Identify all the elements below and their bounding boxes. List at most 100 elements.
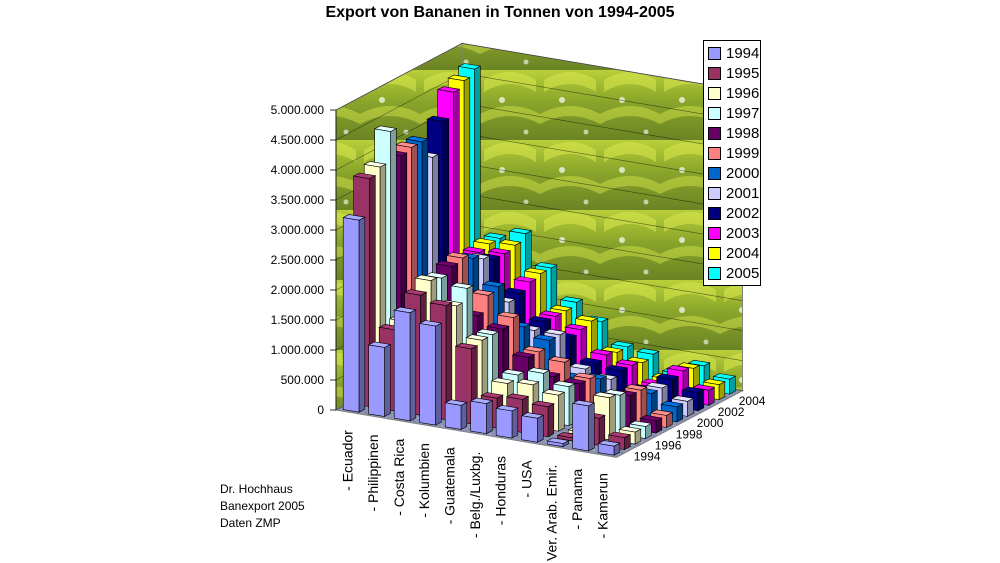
legend-label: 1995 — [726, 64, 760, 82]
bar — [393, 306, 417, 422]
bar — [597, 440, 621, 456]
credits: Dr. Hochhaus Banexport 2005 Daten ZMP — [220, 481, 305, 532]
legend-swatch — [708, 226, 721, 240]
legend: 1994 1995 1996 1997 1998 1999 2000 2001 2002 2003… — [703, 40, 761, 286]
legend-label: 1999 — [726, 144, 760, 162]
y-tick-label: 3.000.000 — [271, 223, 325, 237]
depth-tick-label: 2000 — [697, 416, 724, 430]
legend-swatch — [708, 206, 721, 220]
bar — [495, 404, 519, 439]
legend-item: 2004 — [708, 243, 760, 263]
legend-label: 1994 — [726, 44, 760, 62]
bar-side — [358, 216, 366, 413]
bar-side — [409, 309, 417, 422]
legend-label: 2002 — [726, 204, 760, 222]
bar-side — [384, 344, 391, 417]
depth-tick-label: 1994 — [634, 450, 661, 464]
category-label: - Guatemala — [442, 447, 458, 524]
legend-item: 2001 — [708, 183, 760, 203]
y-tick-label: 4.500.000 — [271, 133, 325, 147]
credit-source-title: Banexport 2005 — [220, 499, 305, 513]
y-tick-label: 4.000.000 — [271, 163, 325, 177]
legend-label: 2005 — [726, 264, 760, 282]
y-tick-label: 500.000 — [281, 373, 325, 387]
credit-author: Dr. Hochhaus — [220, 482, 293, 496]
credit-data-source: Daten ZMP — [220, 516, 281, 530]
category-label: - Ecuador — [340, 430, 356, 491]
category-label: - Costa Rica — [391, 439, 407, 516]
bar-side — [588, 402, 595, 452]
bar-front — [470, 400, 487, 435]
depth-tick-label: 2002 — [718, 405, 745, 419]
bar-front — [444, 402, 462, 430]
bar-side — [558, 391, 565, 432]
legend-swatch — [708, 66, 721, 80]
category-label: - Philippinen — [365, 434, 381, 511]
bar-side — [486, 400, 493, 435]
depth-tick-label: 1996 — [655, 438, 682, 452]
legend-label: 1997 — [726, 104, 760, 122]
bar-side — [547, 403, 555, 438]
category-label: - Honduras — [493, 456, 509, 525]
legend-swatch — [708, 126, 721, 140]
legend-label: 2001 — [726, 184, 760, 202]
legend-swatch — [708, 106, 721, 120]
bar-front — [342, 217, 360, 413]
bar-front — [495, 408, 513, 439]
y-tick-label: 3.500.000 — [271, 193, 325, 207]
legend-swatch — [708, 46, 721, 60]
bar-side — [537, 414, 544, 443]
category-label: - Ver. Arab. Emir. — [544, 465, 560, 563]
legend-swatch — [708, 266, 721, 280]
legend-label: 2004 — [726, 244, 760, 262]
bar — [546, 437, 570, 448]
y-tick-label: 1.500.000 — [271, 313, 325, 327]
bar-front — [521, 415, 538, 443]
bar-side — [697, 389, 705, 412]
bar-side — [511, 407, 519, 439]
depth-tick-label: 1998 — [676, 427, 703, 441]
legend-swatch — [708, 146, 721, 160]
y-tick-label: 5.000.000 — [271, 103, 325, 117]
depth-tick-label: 2004 — [739, 394, 766, 408]
bar-front — [597, 443, 615, 456]
category-label: - Panama — [569, 469, 585, 530]
legend-item: 1998 — [708, 123, 760, 143]
legend-item: 1997 — [708, 103, 760, 123]
axis-labels: 0 500.000 1.000.000 1.500.000 2.000.000 2.500… — [271, 103, 766, 563]
legend-label: 1998 — [726, 124, 760, 142]
bar-front — [393, 309, 411, 422]
category-label: - Belg./Luxbg. — [467, 452, 483, 538]
legend-label: 2003 — [726, 224, 760, 242]
bar-front — [368, 344, 385, 417]
legend-item: 2002 — [708, 203, 760, 223]
y-tick-label: 0 — [317, 403, 324, 417]
legend-item: 2005 — [708, 263, 760, 283]
chart-title: Export von Bananen in Tonnen von 1994-20… — [325, 4, 675, 21]
legend-item: 1996 — [708, 83, 760, 103]
bar-front — [572, 402, 589, 452]
bar — [342, 214, 366, 413]
bar-front — [546, 440, 564, 447]
legend-swatch — [708, 186, 721, 200]
bar-side — [460, 401, 468, 430]
bar — [469, 397, 494, 435]
legend-item: 1999 — [708, 143, 760, 163]
bar — [367, 341, 392, 417]
legend-label: 2000 — [726, 164, 760, 182]
bars-layer — [342, 63, 737, 456]
bar-front — [419, 323, 436, 426]
legend-label: 1996 — [726, 84, 760, 102]
bar — [520, 412, 545, 443]
y-tick-label: 2.000.000 — [271, 283, 325, 297]
bar — [571, 399, 596, 452]
legend-item: 1994 — [708, 43, 760, 63]
y-tick-label: 2.500.000 — [271, 253, 325, 267]
bar-side — [435, 322, 442, 426]
legend-item: 2003 — [708, 223, 760, 243]
bar — [444, 399, 468, 430]
category-label: - Kolumbien — [416, 443, 432, 518]
gridline — [335, 43, 743, 111]
legend-item: 1995 — [708, 63, 760, 83]
